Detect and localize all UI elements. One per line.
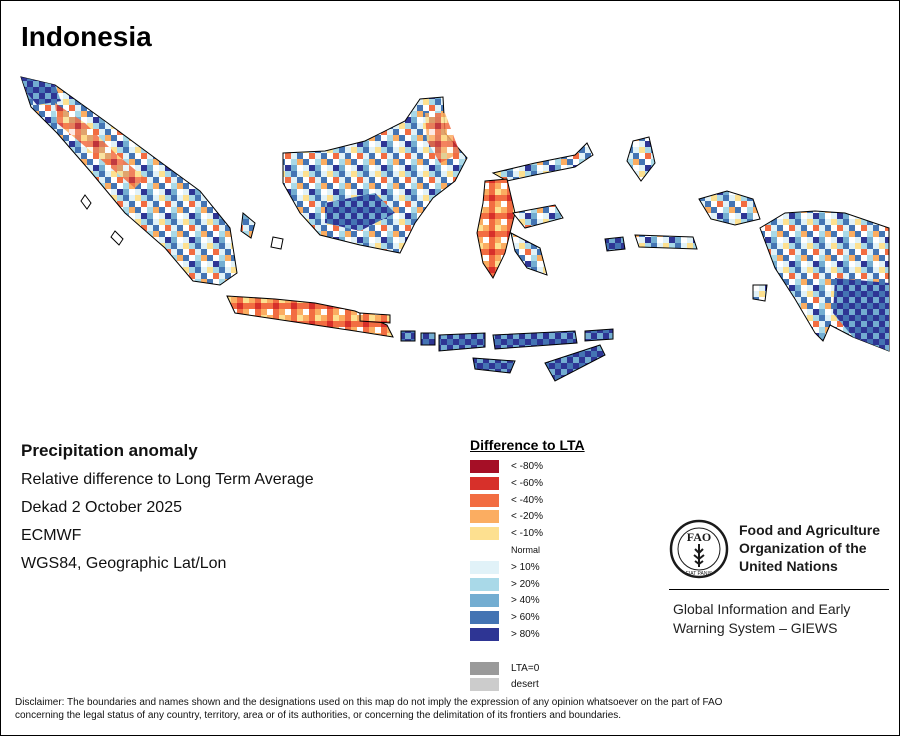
- legend-swatch: [470, 661, 499, 675]
- info-heading: Precipitation anomaly: [21, 441, 198, 460]
- legend-swatch: [470, 678, 499, 692]
- legend-item: > 60%: [470, 610, 650, 627]
- legend-item: LTA=0: [470, 661, 650, 678]
- legend-item: < -20%: [470, 509, 650, 526]
- flores-island: [492, 330, 578, 350]
- legend-swatch: [470, 627, 499, 641]
- legend-label: < -40%: [511, 494, 543, 506]
- fao-name-line1: Food and Agriculture: [739, 522, 881, 538]
- legend-item: > 20%: [470, 577, 650, 594]
- legend-label: < -20%: [511, 511, 543, 523]
- legend-label: desert: [511, 679, 539, 691]
- legend-swatch: [470, 527, 499, 541]
- legend-label: < -10%: [511, 528, 543, 540]
- java-island: [226, 295, 394, 338]
- sumbawa-island: [438, 332, 486, 352]
- legend-swatch: [470, 611, 499, 625]
- sumba-island: [472, 357, 516, 374]
- legend-spacer: [470, 644, 650, 661]
- fao-logo-icon: FAO FIAT PANIS: [669, 519, 729, 579]
- legend-label: > 80%: [511, 628, 540, 640]
- info-projection: WGS84, Geographic Lat/Lon: [21, 555, 227, 572]
- kalimantan-central-wet: [325, 193, 395, 231]
- legend-label: > 40%: [511, 595, 540, 607]
- divider: [669, 589, 889, 590]
- legend-swatch: [470, 510, 499, 524]
- map-info: Precipitation anomaly Relative differenc…: [21, 441, 314, 583]
- legend: Difference to LTA < -80% < -60% < -40% <…: [470, 437, 650, 694]
- legend-item: > 40%: [470, 593, 650, 610]
- legend-label: > 20%: [511, 578, 540, 590]
- sulawesi-body: [476, 178, 516, 280]
- info-source: ECMWF: [21, 527, 82, 544]
- map-title: Indonesia: [21, 21, 152, 52]
- legend-title: Difference to LTA: [470, 437, 585, 453]
- info-subtitle: Relative difference to Long Term Average: [21, 471, 314, 488]
- disclaimer: Disclaimer: The boundaries and names sho…: [15, 696, 887, 722]
- legend-swatch: [470, 594, 499, 608]
- giews-line2: Warning System – GIEWS: [673, 620, 838, 636]
- legend-label: > 60%: [511, 612, 540, 624]
- legend-item: desert: [470, 677, 650, 694]
- legend-item: < -10%: [470, 526, 650, 543]
- seram-island: [634, 234, 698, 250]
- nias-island: [80, 194, 92, 210]
- giews-line1: Global Information and Early: [673, 601, 851, 617]
- legend-label: < -80%: [511, 461, 543, 472]
- fao-logo-letters: FAO: [687, 530, 711, 544]
- giews-name: Global Information and Early Warning Sys…: [673, 600, 893, 638]
- bangka-island: [240, 212, 256, 239]
- legend-swatch: [470, 560, 499, 574]
- fao-name-line2: Organization of the: [739, 540, 867, 556]
- legend-swatch: [470, 493, 499, 507]
- sulawesi-east-arm: [512, 204, 564, 229]
- sulawesi-north-arm: [491, 142, 594, 182]
- belitung-island: [270, 236, 284, 250]
- precipitation-map: [20, 76, 890, 382]
- legend-label: LTA=0: [511, 662, 540, 674]
- aceh-wet: [21, 77, 61, 105]
- legend-label: > 10%: [511, 561, 540, 573]
- papua-south-wet: [833, 278, 889, 351]
- alor-islands: [584, 328, 614, 342]
- fao-name-line3: United Nations: [739, 558, 838, 574]
- halmahera-island: [626, 136, 656, 182]
- legend-item: Normal: [470, 543, 650, 560]
- legend-item: < -60%: [470, 476, 650, 493]
- legend-swatch: [470, 577, 499, 591]
- mentawai-islands: [110, 230, 124, 246]
- info-period: Dekad 2 October 2025: [21, 499, 182, 516]
- legend-swatch: [470, 476, 499, 490]
- sulawesi-southeast-arm: [510, 232, 548, 276]
- papua-bird-head: [698, 190, 761, 226]
- disclaimer-line2: concerning the legal status of any count…: [15, 710, 622, 721]
- sumatra-west-coast-dry: [55, 103, 145, 188]
- legend-swatch: [470, 460, 499, 473]
- legend-item: > 10%: [470, 560, 650, 577]
- fao-logo-motto: FIAT PANIS: [686, 571, 713, 577]
- buru-island: [604, 236, 626, 252]
- legend-label: Normal: [511, 544, 541, 555]
- fao-organization-name: Food and Agriculture Organization of the…: [739, 521, 894, 575]
- aru-islands: [752, 284, 768, 302]
- bali-island: [400, 330, 416, 342]
- lombok-island: [420, 332, 436, 346]
- timor-island: [544, 344, 606, 382]
- legend-item: > 80%: [470, 627, 650, 644]
- madura-island: [359, 312, 391, 324]
- legend-item: < -40%: [470, 493, 650, 510]
- kalimantan-east-dry: [425, 113, 460, 163]
- legend-item: < -80%: [470, 459, 650, 476]
- disclaimer-line1: Disclaimer: The boundaries and names sho…: [15, 697, 723, 708]
- legend-label: < -60%: [511, 477, 543, 489]
